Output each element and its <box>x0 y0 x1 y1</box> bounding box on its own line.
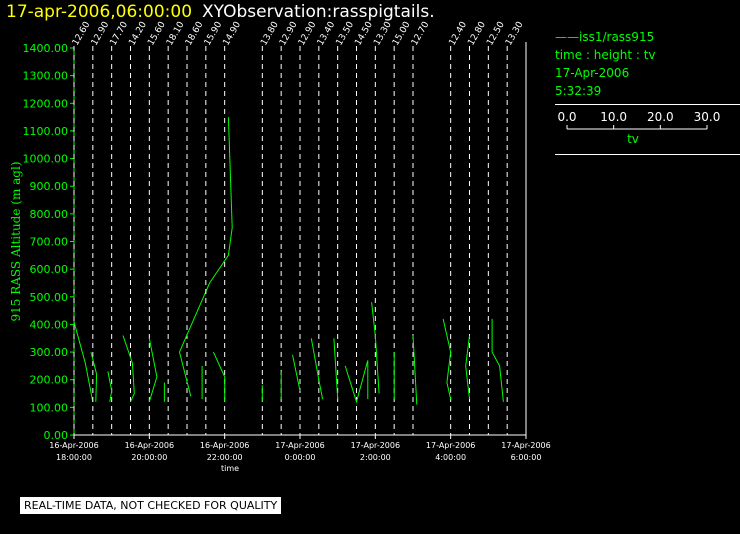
x-tick-time: 22:00:00 <box>207 453 243 462</box>
y-tick-label: 1100.00 <box>23 125 69 138</box>
profile-trace <box>442 318 452 400</box>
profile-label: 13.30 <box>504 20 526 48</box>
y-tick-label: 700.00 <box>30 236 69 249</box>
profile-trace <box>310 338 324 400</box>
title-observation: XYObservation:rasspigtails. <box>202 2 435 22</box>
title-date: 17-apr-2006,06:00:00 <box>6 2 193 22</box>
profile-trace <box>148 338 158 402</box>
y-tick-label: 900.00 <box>30 180 69 193</box>
profile-trace <box>371 302 380 394</box>
x-tick-time: 20:00:00 <box>131 453 167 462</box>
legend-line-icon: —— <box>555 30 579 44</box>
profile-trace <box>491 318 504 402</box>
profile-trace <box>122 335 135 403</box>
chart-title: 17-apr-2006,06:00:00 XYObservation:rasspi… <box>6 2 435 22</box>
profile-label: 14.90 <box>222 20 244 48</box>
profile-trace <box>465 335 470 400</box>
y-tick-label: 800.00 <box>30 208 69 221</box>
legend-scale-label: 10.0 <box>600 110 627 124</box>
legend-scale-label: 20.0 <box>647 110 674 124</box>
legend-date: 17-Apr-2006 <box>555 66 630 80</box>
x-tick-date: 17-Apr-2006 <box>501 441 550 450</box>
x-tick-time: 2:00:00 <box>360 453 391 462</box>
y-tick-label: 400.00 <box>30 318 69 331</box>
y-tick-label: 1200.00 <box>23 97 69 110</box>
legend-series: ——iss1/rass915 <box>555 28 740 46</box>
y-tick-label: 200.00 <box>30 374 69 387</box>
x-tick-date: 17-Apr-2006 <box>351 441 400 450</box>
x-tick-date: 16-Apr-2006 <box>49 441 98 450</box>
y-tick-label: 1400.00 <box>23 42 69 55</box>
legend-divider <box>555 104 740 105</box>
y-tick-label: 1000.00 <box>23 153 69 166</box>
y-tick-label: 300.00 <box>30 346 69 359</box>
y-tick-label: 100.00 <box>30 401 69 414</box>
legend-scale-label: 0.0 <box>557 110 576 124</box>
legend-divider-bottom <box>555 154 740 155</box>
quality-warning: REAL-TIME DATA, NOT CHECKED FOR QUALITY <box>20 497 282 514</box>
legend-scale-name: tv <box>627 132 639 146</box>
profile-trace <box>412 335 418 405</box>
legend-time: 5:32:39 <box>555 84 602 98</box>
legend-vars: time : height : tv <box>555 48 656 62</box>
x-tick-date: 17-Apr-2006 <box>275 441 324 450</box>
x-tick-time: 18:00:00 <box>56 453 92 462</box>
x-tick-date: 17-Apr-2006 <box>426 441 475 450</box>
profile-trace <box>178 117 233 397</box>
y-tick-label: 0.00 <box>44 429 69 442</box>
profile-trace <box>344 360 369 404</box>
profile-trace <box>212 351 226 402</box>
profile-trace <box>90 351 98 402</box>
x-axis-label: time <box>221 464 239 473</box>
x-tick-time: 0:00:00 <box>285 453 316 462</box>
profile-trace <box>333 338 339 400</box>
profile-trace <box>292 354 301 391</box>
y-tick-label: 1300.00 <box>23 70 69 83</box>
x-tick-time: 6:00:00 <box>511 453 542 462</box>
legend-series-label: iss1/rass915 <box>579 30 655 44</box>
legend-scale: 0.0 10.0 20.0 30.0 tv <box>557 110 721 146</box>
x-tick-date: 16-Apr-2006 <box>125 441 174 450</box>
y-tick-label: 500.00 <box>30 291 69 304</box>
legend: ——iss1/rass915 time : height : tv 17-Apr… <box>555 28 740 155</box>
legend-scale-label: 30.0 <box>694 110 721 124</box>
y-tick-label: 600.00 <box>30 263 69 276</box>
profile-trace <box>107 371 113 402</box>
x-tick-date: 16-Apr-2006 <box>200 441 249 450</box>
profile-trace <box>73 321 94 402</box>
profile-label: 12.70 <box>410 20 432 48</box>
x-tick-time: 4:00:00 <box>435 453 466 462</box>
y-axis-label: 915 RASS Altitude (m agl) <box>9 161 23 321</box>
